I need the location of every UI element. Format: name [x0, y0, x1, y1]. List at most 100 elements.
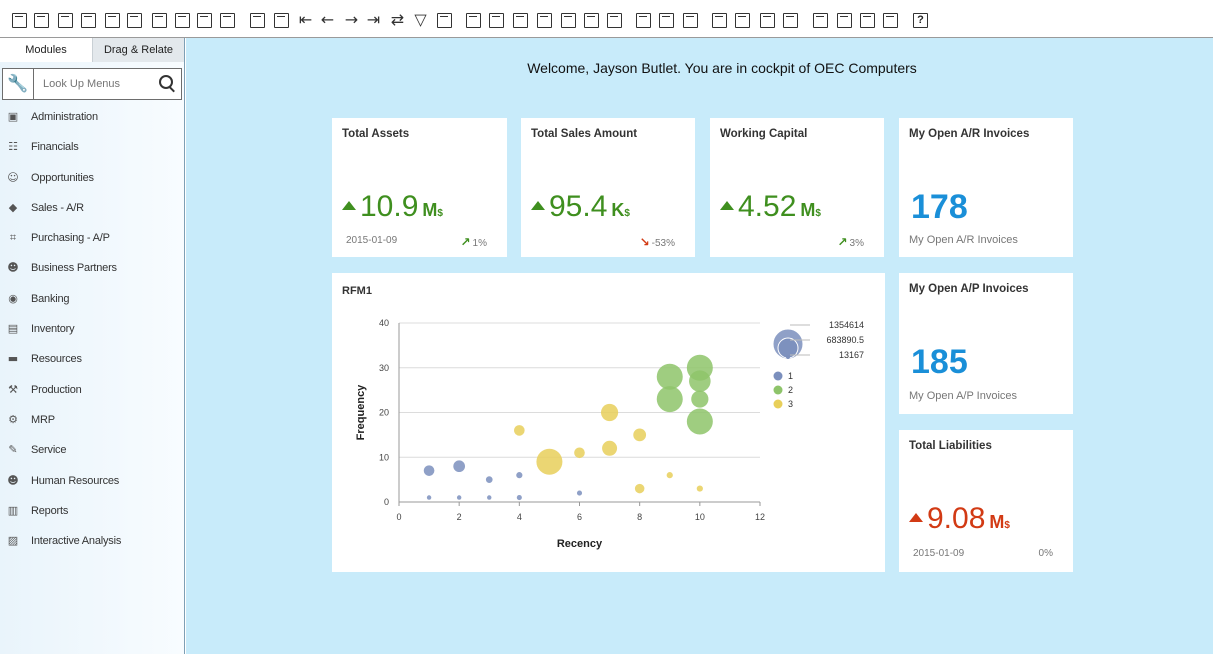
- lookup-menus-input[interactable]: [35, 69, 150, 99]
- sidebar-item-label: Administration: [31, 111, 98, 123]
- kpi-title: Total Sales Amount: [531, 128, 638, 140]
- toolbar-icon[interactable]: [81, 13, 96, 28]
- toolbar-icon[interactable]: [489, 13, 504, 28]
- wrench-icon[interactable]: 🔧: [3, 69, 34, 99]
- legend-label-1: 1: [788, 371, 793, 381]
- sidebar-item-administration[interactable]: ▣ Administration: [0, 109, 184, 139]
- toolbar-icon[interactable]: [607, 13, 622, 28]
- toolbar-nav-icon[interactable]: [320, 13, 335, 28]
- bubble-series-3: [574, 447, 585, 459]
- sidebar-item-label: Business Partners: [31, 262, 117, 275]
- sidebar-item-label: Service: [31, 444, 67, 457]
- bubble-series-3: [600, 403, 619, 422]
- toolbar-icon[interactable]: [437, 13, 452, 28]
- toolbar-icon[interactable]: [783, 13, 798, 28]
- toolbar-icon[interactable]: [760, 13, 775, 28]
- toolbar-icon[interactable]: [860, 13, 875, 28]
- toolbar-nav-icon[interactable]: [413, 13, 428, 28]
- rfm-chart-card[interactable]: RFM1 0 10 20 30 40 0 2 4 6 8 10 12 Recency Frequency 13…: [332, 273, 885, 572]
- toolbar-icon[interactable]: [175, 13, 190, 28]
- search-icon[interactable]: [155, 72, 179, 96]
- toolbar-icon[interactable]: [152, 13, 167, 28]
- kpi-open-ap-invoices[interactable]: My Open A/P Invoices 185 My Open A/P Inv…: [899, 273, 1073, 414]
- sidebar-item-resources[interactable]: ▬ Resources: [0, 351, 184, 381]
- toolbar-icon[interactable]: [561, 13, 576, 28]
- kpi-working-capital[interactable]: Working Capital 4.52 M$ ↗ 3%: [710, 118, 884, 257]
- kpi-total-sales[interactable]: Total Sales Amount 95.4 K$ ↘ -53%: [521, 118, 695, 257]
- kpi-delta: 0%: [1038, 548, 1053, 559]
- toolbar-icon[interactable]: [197, 13, 212, 28]
- toolbar-icon[interactable]: [683, 13, 698, 28]
- bubble-series-3: [602, 440, 618, 456]
- resources-icon: ▬: [7, 352, 19, 366]
- sidebar-item-production[interactable]: ⚒ Production: [0, 382, 184, 412]
- toolbar-nav-icon[interactable]: [298, 13, 313, 28]
- toolbar-icon[interactable]: [105, 13, 120, 28]
- hr-icon: ☻: [7, 473, 19, 487]
- sidebar-item-financials[interactable]: ☷ Financials: [0, 139, 184, 169]
- toolbar-icon[interactable]: [513, 13, 528, 28]
- kpi-total-liabilities[interactable]: Total Liabilities 9.08 M$ 2015-01-09 0%: [899, 430, 1073, 572]
- kpi-value: 4.52 M$: [720, 190, 821, 224]
- toolbar-icon[interactable]: [12, 13, 27, 28]
- toolbar-icon[interactable]: [537, 13, 552, 28]
- kpi-total-assets[interactable]: Total Assets 10.9 M$ 2015-01-09 ↗ 1%: [332, 118, 507, 257]
- toolbar-icon[interactable]: [712, 13, 727, 28]
- y-axis-label: Frequency: [355, 384, 367, 441]
- sidebar-item-label: Reports: [31, 504, 69, 517]
- bubble-series-3: [666, 472, 673, 479]
- sidebar: Modules Drag & Relate 🔧 ▣ Administration ☷…: [0, 38, 185, 654]
- cockpit: Welcome, Jayson Butlet. You are in cockp…: [186, 38, 1213, 654]
- toolbar-icon[interactable]: [735, 13, 750, 28]
- bubble-series-3: [633, 428, 647, 442]
- toolbar-icon[interactable]: [127, 13, 142, 28]
- sidebar-item-sales-a-r[interactable]: ◆ Sales - A/R: [0, 200, 184, 230]
- sidebar-item-interactive-analysis[interactable]: ▨ Interactive Analysis: [0, 533, 184, 563]
- bubble-series-1: [423, 465, 435, 476]
- tab-drag-relate[interactable]: Drag & Relate: [92, 38, 184, 62]
- toolbar-icon[interactable]: [813, 13, 828, 28]
- toolbar-icon[interactable]: [274, 13, 289, 28]
- bubble-series-1: [453, 460, 466, 473]
- bubble-series-1: [456, 495, 462, 500]
- y-tick-label: 10: [379, 452, 389, 462]
- sidebar-item-purchasing-a-p[interactable]: ⌗ Purchasing - A/P: [0, 230, 184, 260]
- sidebar-item-opportunities[interactable]: ☺ Opportunities: [0, 170, 184, 200]
- x-tick-label: 4: [517, 512, 522, 522]
- toolbar-icon[interactable]: [466, 13, 481, 28]
- financials-icon: ☷: [8, 140, 18, 154]
- toolbar-icon[interactable]: [584, 13, 599, 28]
- toolbar-icon[interactable]: [636, 13, 651, 28]
- sidebar-item-business-partners[interactable]: ☻ Business Partners: [0, 260, 184, 290]
- sidebar-item-inventory[interactable]: ▤ Inventory: [0, 321, 184, 351]
- toolbar-icon[interactable]: [659, 13, 674, 28]
- toolbar-icon[interactable]: [58, 13, 73, 28]
- toolbar-icon[interactable]: [837, 13, 852, 28]
- toolbar-nav-icon[interactable]: [366, 13, 381, 28]
- kpi-title: Total Liabilities: [909, 440, 992, 452]
- kpi-open-ar-invoices[interactable]: My Open A/R Invoices 178 My Open A/R Inv…: [899, 118, 1073, 257]
- cart-icon: ⌗: [9, 231, 17, 245]
- sidebar-item-human-resources[interactable]: ☻ Human Resources: [0, 473, 184, 503]
- help-icon[interactable]: ?: [913, 13, 928, 28]
- sidebar-item-reports[interactable]: ▥ Reports: [0, 503, 184, 533]
- toolbar-icon[interactable]: [34, 13, 49, 28]
- y-tick-label: 0: [384, 497, 389, 507]
- legend-swatch-1: [773, 371, 783, 381]
- toolbar-icon[interactable]: [883, 13, 898, 28]
- sidebar-item-banking[interactable]: ◉ Banking: [0, 291, 184, 321]
- chart-title: RFM1: [342, 285, 372, 297]
- toolbar-nav-icon[interactable]: [390, 13, 405, 28]
- kpi-title: My Open A/R Invoices: [909, 128, 1030, 140]
- sidebar-item-mrp[interactable]: ⚙ MRP: [0, 412, 184, 442]
- x-tick-label: 2: [457, 512, 462, 522]
- legend-label-3: 3: [788, 399, 793, 409]
- sidebar-item-service[interactable]: ✎ Service: [0, 442, 184, 472]
- toolbar-icon[interactable]: [220, 13, 235, 28]
- bubble-series-2: [656, 386, 683, 413]
- tab-modules[interactable]: Modules: [0, 38, 92, 62]
- toolbar-nav-icon[interactable]: [344, 13, 359, 28]
- toolbar-icon[interactable]: [250, 13, 265, 28]
- kpi-subtitle: My Open A/P Invoices: [909, 390, 1018, 402]
